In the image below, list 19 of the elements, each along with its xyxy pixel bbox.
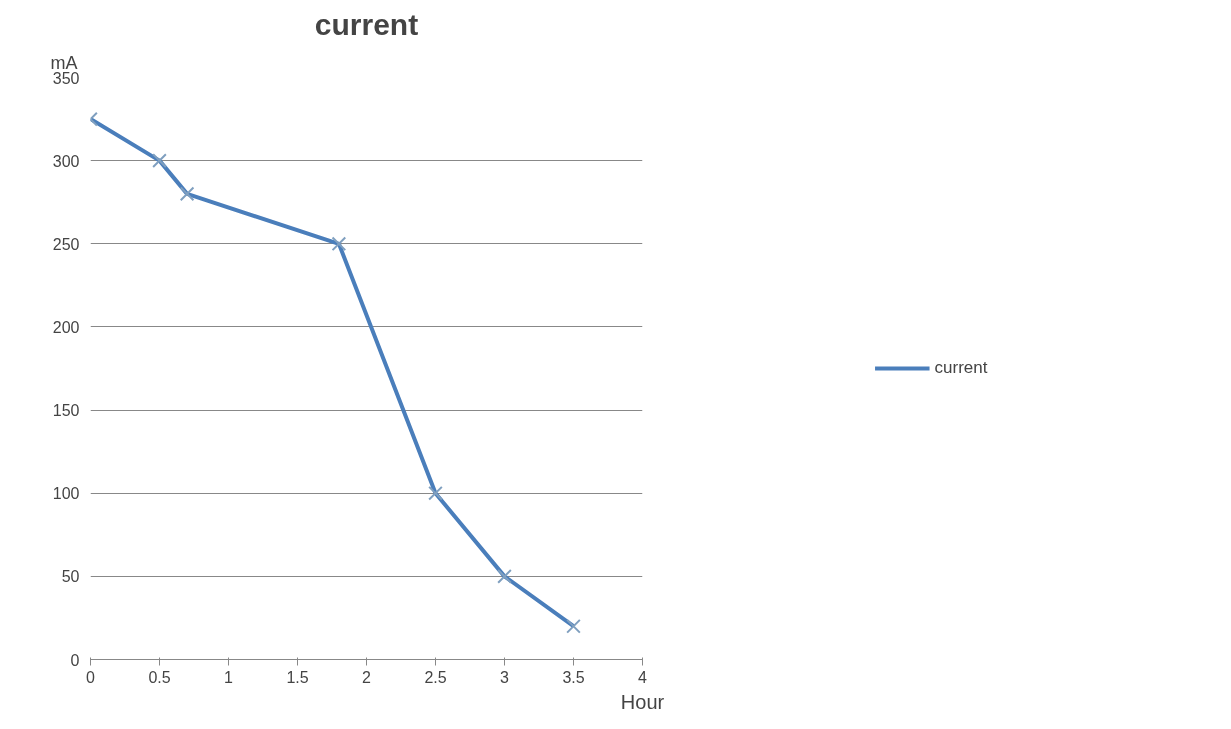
- y-tick-label: 200: [52, 318, 80, 336]
- y-tick-label: 150: [52, 402, 80, 420]
- y-tick-label: 50: [61, 568, 80, 586]
- x-axis-title: Hour: [620, 690, 665, 713]
- x-tick-label: 3: [500, 668, 510, 686]
- chart-title: current: [314, 7, 419, 41]
- x-tick-label: 0: [86, 668, 96, 686]
- x-tick-label: 1: [224, 668, 234, 686]
- y-tick-label: 0: [70, 651, 80, 669]
- x-tick-label: 3.5: [562, 668, 585, 686]
- y-tick-label: 300: [52, 152, 80, 170]
- x-tick-label: 4: [638, 668, 648, 686]
- x-tick-label: 2.5: [424, 668, 447, 686]
- x-tick-label: 0.5: [148, 668, 171, 686]
- legend-label: current: [934, 358, 988, 378]
- x-tick-label: 2: [362, 668, 372, 686]
- y-tick-label: 100: [52, 485, 80, 503]
- x-tick-label: 1.5: [286, 668, 309, 686]
- y-tick-label: 250: [52, 235, 80, 253]
